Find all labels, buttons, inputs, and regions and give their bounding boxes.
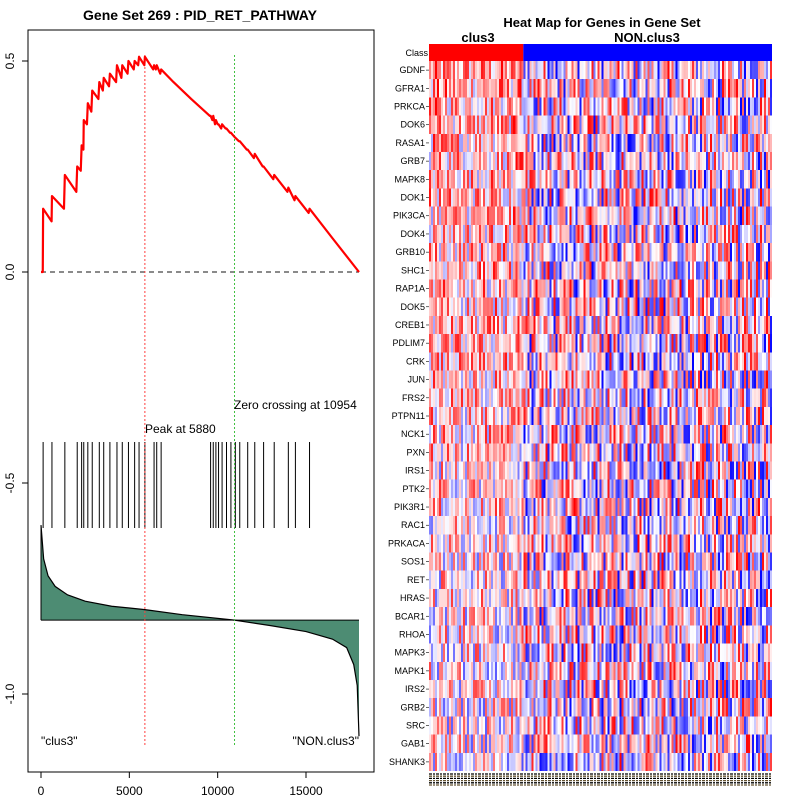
class-label-non-clus3: NON.clus3 (614, 30, 680, 45)
gene-labels: GDNF GFRA1 PRKCA DOK6 RASA1 GRB7 MAPK8 DOK1 PIK3… (388, 65, 429, 767)
heatmap-title: Heat Map for Genes in Gene Set (503, 15, 701, 30)
gene-label: DOK4 (400, 229, 425, 239)
gene-label: GDNF (400, 65, 426, 75)
gene-label: SHANK3 (389, 757, 425, 767)
gene-label: DOK1 (400, 193, 425, 203)
running-enrichment-score (41, 55, 360, 274)
gene-label: PIK3CA (393, 211, 425, 221)
gene-label: GFRA1 (395, 83, 425, 93)
y-tick-label: 0.5 (3, 52, 17, 69)
enrichment-panel: Gene Set 269 : PID_RET_PATHWAY 0 5000 1000… (3, 7, 375, 798)
peak-label: Peak at 5880 (145, 422, 216, 436)
gene-label: PTK2 (402, 484, 425, 494)
gene-label: DOK6 (400, 120, 425, 130)
gene-label: MAPK3 (394, 648, 425, 658)
heatmap-cells (429, 61, 772, 771)
gene-label: MAPK1 (394, 666, 425, 676)
gene-label: GRB10 (395, 247, 425, 257)
gene-label: IRS1 (405, 466, 425, 476)
gene-label: GAB1 (401, 739, 425, 749)
y-tick-label: 0.0 (3, 263, 17, 280)
gene-label: NCK1 (401, 429, 425, 439)
heatmap-panel: Heat Map for Genes in Gene Set clus3 NON… (388, 15, 772, 786)
gene-label: SOS1 (401, 557, 425, 567)
gene-label: PXN (406, 447, 425, 457)
y-tick-label: -0.5 (3, 472, 17, 493)
gene-label: DOK5 (400, 302, 425, 312)
ranked-metric-fill (41, 525, 359, 737)
enrichment-plot-frame (27, 29, 375, 773)
gene-label: RASA1 (395, 138, 425, 148)
enrichment-title: Gene Set 269 : PID_RET_PATHWAY (83, 7, 318, 23)
class-bar-non-clus3 (523, 44, 772, 61)
gene-label: RAP1A (395, 284, 425, 294)
gene-label: SRC (406, 720, 426, 730)
left-class-label: "clus3" (41, 734, 78, 748)
gene-hit-ticks (42, 442, 311, 528)
gene-label: PRKCA (394, 102, 425, 112)
gene-label: JUN (408, 375, 426, 385)
gene-label: RHOA (399, 629, 425, 639)
class-bar (429, 44, 772, 61)
gene-label: PIK3R1 (394, 502, 425, 512)
gene-label: CRK (406, 356, 425, 366)
gene-label: CREB1 (395, 320, 425, 330)
gene-label: FRS2 (402, 393, 425, 403)
heatmap-matrix (429, 61, 772, 771)
x-tick-label: 5000 (116, 784, 143, 798)
right-class-label: "NON.clus3" (292, 734, 359, 748)
enrichment-axes: 0 5000 10000 15000 0.5 0.0 -0.5 -1.0 (3, 52, 323, 798)
gene-label: RAC1 (401, 520, 425, 530)
gene-label: PDLIM7 (392, 338, 425, 348)
gene-label: BCAR1 (395, 611, 425, 621)
x-tick-label: 15000 (289, 784, 323, 798)
gene-label: GRB2 (400, 702, 425, 712)
class-row-label: Class (405, 48, 428, 58)
x-tick-label: 0 (38, 784, 45, 798)
gene-label: PRKACA (388, 538, 425, 548)
gene-label: IRS2 (405, 684, 425, 694)
ranked-metric-area (40, 525, 360, 737)
gene-label: MAPK8 (394, 174, 425, 184)
gene-label: GRB7 (400, 156, 425, 166)
x-tick-label: 10000 (201, 784, 235, 798)
enrichment-score-curve (41, 55, 360, 274)
class-bar-clus3 (429, 44, 524, 61)
gene-label: PTPN11 (392, 411, 425, 421)
sample-labels-strip (429, 773, 772, 786)
gene-label: RET (407, 575, 426, 585)
reference-lines (41, 55, 359, 745)
ranked-metric-outline (40, 525, 360, 737)
zero-crossing-label: Zero crossing at 10954 (234, 398, 357, 412)
gene-label: HRAS (400, 593, 425, 603)
y-tick-label: -1.0 (3, 683, 17, 704)
gene-label: SHC1 (401, 265, 425, 275)
class-label-clus3: clus3 (461, 30, 494, 45)
